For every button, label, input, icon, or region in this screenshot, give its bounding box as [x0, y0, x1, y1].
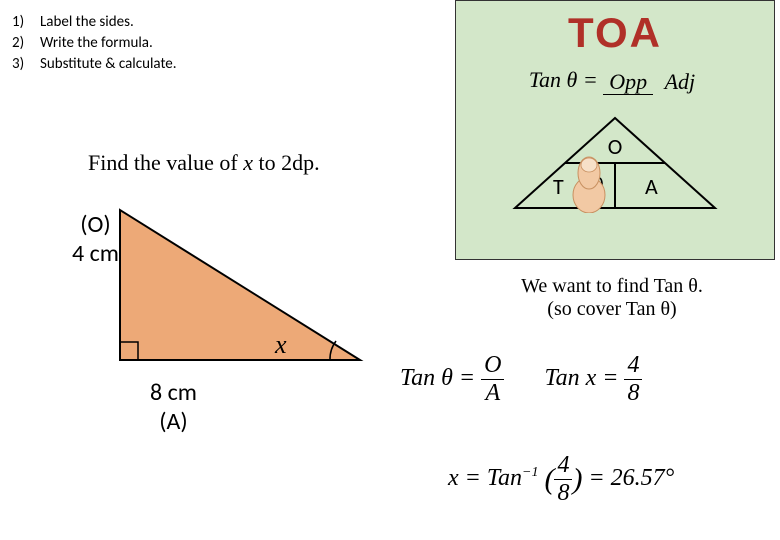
step-text: Label the sides. [40, 12, 134, 33]
toa-formula-num: Opp [603, 69, 653, 95]
angle-var-label: x [275, 330, 287, 360]
toa-formula: Tan θ = Opp Adj [466, 67, 764, 95]
toa-tri-left: T [553, 173, 564, 200]
step-text: Substitute & calculate. [40, 54, 177, 75]
eq3-sup: −1 [522, 465, 538, 480]
adj-value: 8 cm [150, 378, 197, 407]
question-suffix: to 2dp. [253, 150, 320, 175]
eq1-lhs: Tan θ = [400, 365, 475, 391]
eq3-lhs: x = Tan [448, 465, 522, 491]
step-num: 1) [12, 12, 40, 33]
step-num: 2) [12, 33, 40, 54]
step-num: 3) [12, 54, 40, 75]
cover-instruction: We want to find Tan θ. (so cover Tan θ) [472, 275, 752, 321]
eq3-den: 8 [554, 480, 572, 507]
step-text: Write the formula. [40, 33, 153, 54]
equation-row-1: Tan θ = O A Tan x = 4 8 [400, 352, 642, 407]
opp-letter: (O) [72, 210, 119, 239]
toa-title: TOA [466, 9, 764, 57]
toa-box: TOA Tan θ = Opp Adj O T θ A [455, 0, 775, 260]
eq3-result: = 26.57° [582, 465, 674, 491]
adj-letter: (A) [150, 407, 197, 436]
opposite-label: (O) 4 cm [72, 210, 119, 268]
eq2-num: 4 [624, 352, 642, 380]
cover-line1: We want to find Tan θ. [472, 275, 752, 298]
toa-formula-lhs: Tan θ = [529, 67, 598, 92]
question-text: Find the value of x to 2dp. [88, 150, 320, 176]
finger-icon [565, 155, 613, 213]
toa-mnemonic-triangle: O T θ A [505, 113, 725, 213]
eq1-den: A [481, 380, 504, 407]
eq3-num: 4 [554, 452, 572, 480]
cover-line2: (so cover Tan θ) [472, 298, 752, 321]
eq1-num: O [481, 352, 504, 380]
opp-value: 4 cm [72, 239, 119, 268]
question-prefix: Find the value of [88, 150, 243, 175]
toa-tri-top: O [505, 133, 725, 160]
steps-list: 1)Label the sides. 2)Write the formula. … [12, 12, 177, 75]
question-var: x [243, 150, 253, 175]
adjacent-label: 8 cm (A) [150, 378, 197, 436]
toa-formula-den: Adj [659, 69, 702, 94]
equation-row-2: x = Tan−1 ( 4 8 ) = 26.57° [448, 452, 674, 507]
eq2-lhs: Tan x = [544, 365, 618, 391]
eq2-den: 8 [624, 380, 642, 407]
toa-tri-right: A [645, 173, 658, 200]
